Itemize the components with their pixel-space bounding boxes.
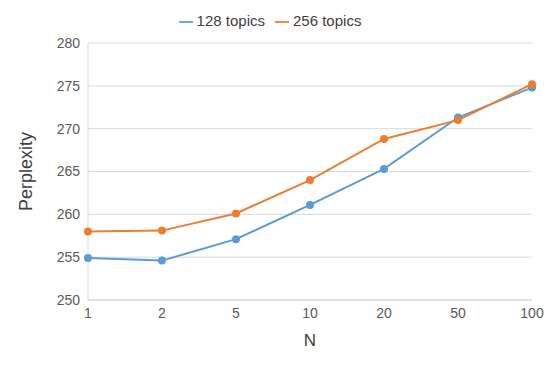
svg-text:250: 250: [57, 292, 81, 308]
svg-text:20: 20: [376, 305, 392, 321]
svg-text:50: 50: [450, 305, 466, 321]
svg-text:265: 265: [57, 163, 81, 179]
svg-text:5: 5: [232, 305, 240, 321]
svg-text:275: 275: [57, 78, 81, 94]
svg-text:N: N: [304, 331, 316, 350]
svg-text:270: 270: [57, 121, 81, 137]
svg-text:Perplexity: Perplexity: [16, 132, 36, 211]
svg-text:280: 280: [57, 35, 81, 51]
svg-text:10: 10: [302, 305, 318, 321]
html-text:128 topics: 128 topics: [196, 12, 265, 29]
svg-text:1: 1: [84, 305, 92, 321]
html-text:256 topics: 256 topics: [293, 12, 362, 29]
svg-text:100: 100: [520, 305, 544, 321]
svg-text:2: 2: [158, 305, 166, 321]
svg-text:260: 260: [57, 206, 81, 222]
svg-text:255: 255: [57, 249, 81, 265]
